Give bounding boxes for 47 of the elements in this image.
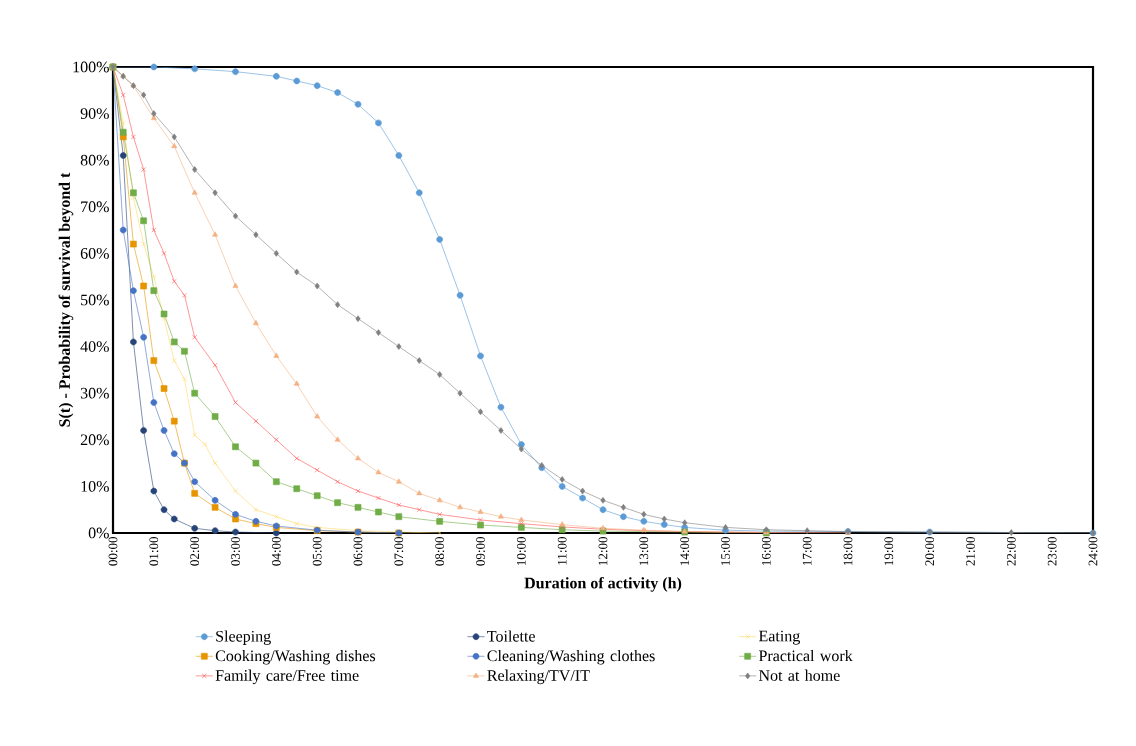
x-tick-label: 03:00 [231, 537, 240, 566]
x-tick-label: 19:00 [884, 537, 894, 565]
legend-label: Not at home [758, 669, 840, 681]
y-tick-label: 70% [81, 201, 109, 213]
x-tick-label: 20:00 [925, 537, 935, 566]
x-tick-label: 14:00 [680, 537, 690, 565]
x-tick-label: 06:00 [353, 537, 363, 566]
x-tick-label: 17:00 [802, 537, 812, 565]
y-tick-label: 40% [80, 341, 109, 353]
y-tick-label: 80% [80, 154, 109, 166]
x-tick-label: 10:00 [516, 537, 526, 565]
y-tick-label: 50% [81, 294, 109, 306]
x-axis-title: Duration of activity (h) [524, 577, 682, 592]
legend-label: Toilette [487, 630, 535, 642]
y-tick-label: 30% [80, 387, 109, 399]
x-tick-label: 12:00 [598, 537, 608, 565]
legend-label: Cooking/Washing dishes [215, 649, 376, 665]
legend-label: Family care/Free time [215, 669, 359, 685]
x-tick-label: 04:00 [271, 537, 281, 566]
x-tick-label: 24:00 [1088, 537, 1098, 566]
y-tick-label: 20% [80, 434, 109, 446]
y-tick-label: 90% [80, 108, 109, 120]
x-tick-label: 02:00 [190, 537, 200, 566]
x-tick-label: 08:00 [435, 537, 445, 566]
x-tick-label: 22:00 [1006, 537, 1016, 566]
y-tick-label: 0% [88, 527, 109, 539]
x-tick-label: 11:00 [557, 537, 567, 565]
x-tick-label: 07:00 [394, 537, 404, 566]
legend-label: Practical work [758, 649, 853, 662]
y-tick-label: 100% [73, 61, 109, 73]
y-axis-title: S(t) - Probability of survival beyond t [58, 172, 74, 427]
x-tick-label: 13:00 [639, 537, 649, 565]
x-tick-label: 21:00 [966, 537, 975, 566]
x-tick-label: 23:00 [1047, 537, 1057, 566]
legend-label: Cleaning/Washing clothes [487, 649, 655, 665]
x-tick-label: 00:00 [108, 537, 118, 566]
x-tick-label: 18:00 [843, 537, 853, 565]
x-tick-label: 05:00 [312, 537, 322, 566]
x-tick-label: 15:00 [721, 537, 730, 565]
x-tick-label: 16:00 [761, 537, 771, 565]
y-tick-label: 60% [80, 247, 109, 259]
legend-label: Sleeping [216, 630, 271, 645]
legend-label: Relaxing/TV/IT [487, 669, 590, 685]
y-tick-label: 10% [81, 480, 109, 492]
x-tick-label: 01:00 [149, 537, 159, 566]
x-tick-label: 09:00 [476, 537, 485, 566]
legend-label: Eating [758, 630, 800, 645]
